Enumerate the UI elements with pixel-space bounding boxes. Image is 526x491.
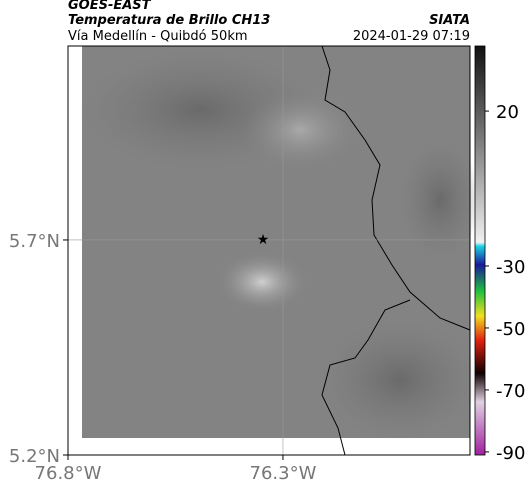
border — [321, 299, 411, 456]
colorbar-label: -90 — [496, 443, 525, 464]
timestamp: 2024-01-29 07:19 — [353, 29, 470, 44]
product: Temperatura de Brillo CH13 — [68, 13, 270, 28]
y-tick-label: 5.7°N — [9, 231, 60, 252]
y-tick-label: 5.2°N — [9, 446, 60, 467]
axis-ticks: 76.8°W 76.3°W 5.2°N 5.7°N — [9, 231, 317, 484]
colorbar-label: -70 — [496, 381, 525, 402]
x-tick-label: 76.3°W — [250, 463, 317, 484]
x-tick-label: 76.8°W — [35, 463, 102, 484]
colorbar-ticks: 20 -30 -50 -70 -90 — [485, 102, 525, 464]
colorbar — [474, 45, 486, 456]
cloud-bright — [240, 90, 360, 170]
location-marker: ★ — [257, 232, 270, 248]
colorbar-label: -30 — [496, 257, 525, 278]
border — [321, 45, 471, 331]
cloud-dark — [320, 320, 480, 440]
imagery — [80, 45, 480, 456]
colorbar-label: -50 — [496, 319, 525, 340]
agency: SIATA — [429, 13, 470, 28]
cloud-bright — [217, 252, 307, 312]
region: Vía Medellín - Quibdó 50km — [68, 29, 248, 44]
source: GOES-EAST — [68, 0, 152, 13]
cloud-dark — [400, 140, 480, 260]
colorbar-label: 20 — [496, 102, 519, 123]
map-frame — [67, 45, 471, 456]
